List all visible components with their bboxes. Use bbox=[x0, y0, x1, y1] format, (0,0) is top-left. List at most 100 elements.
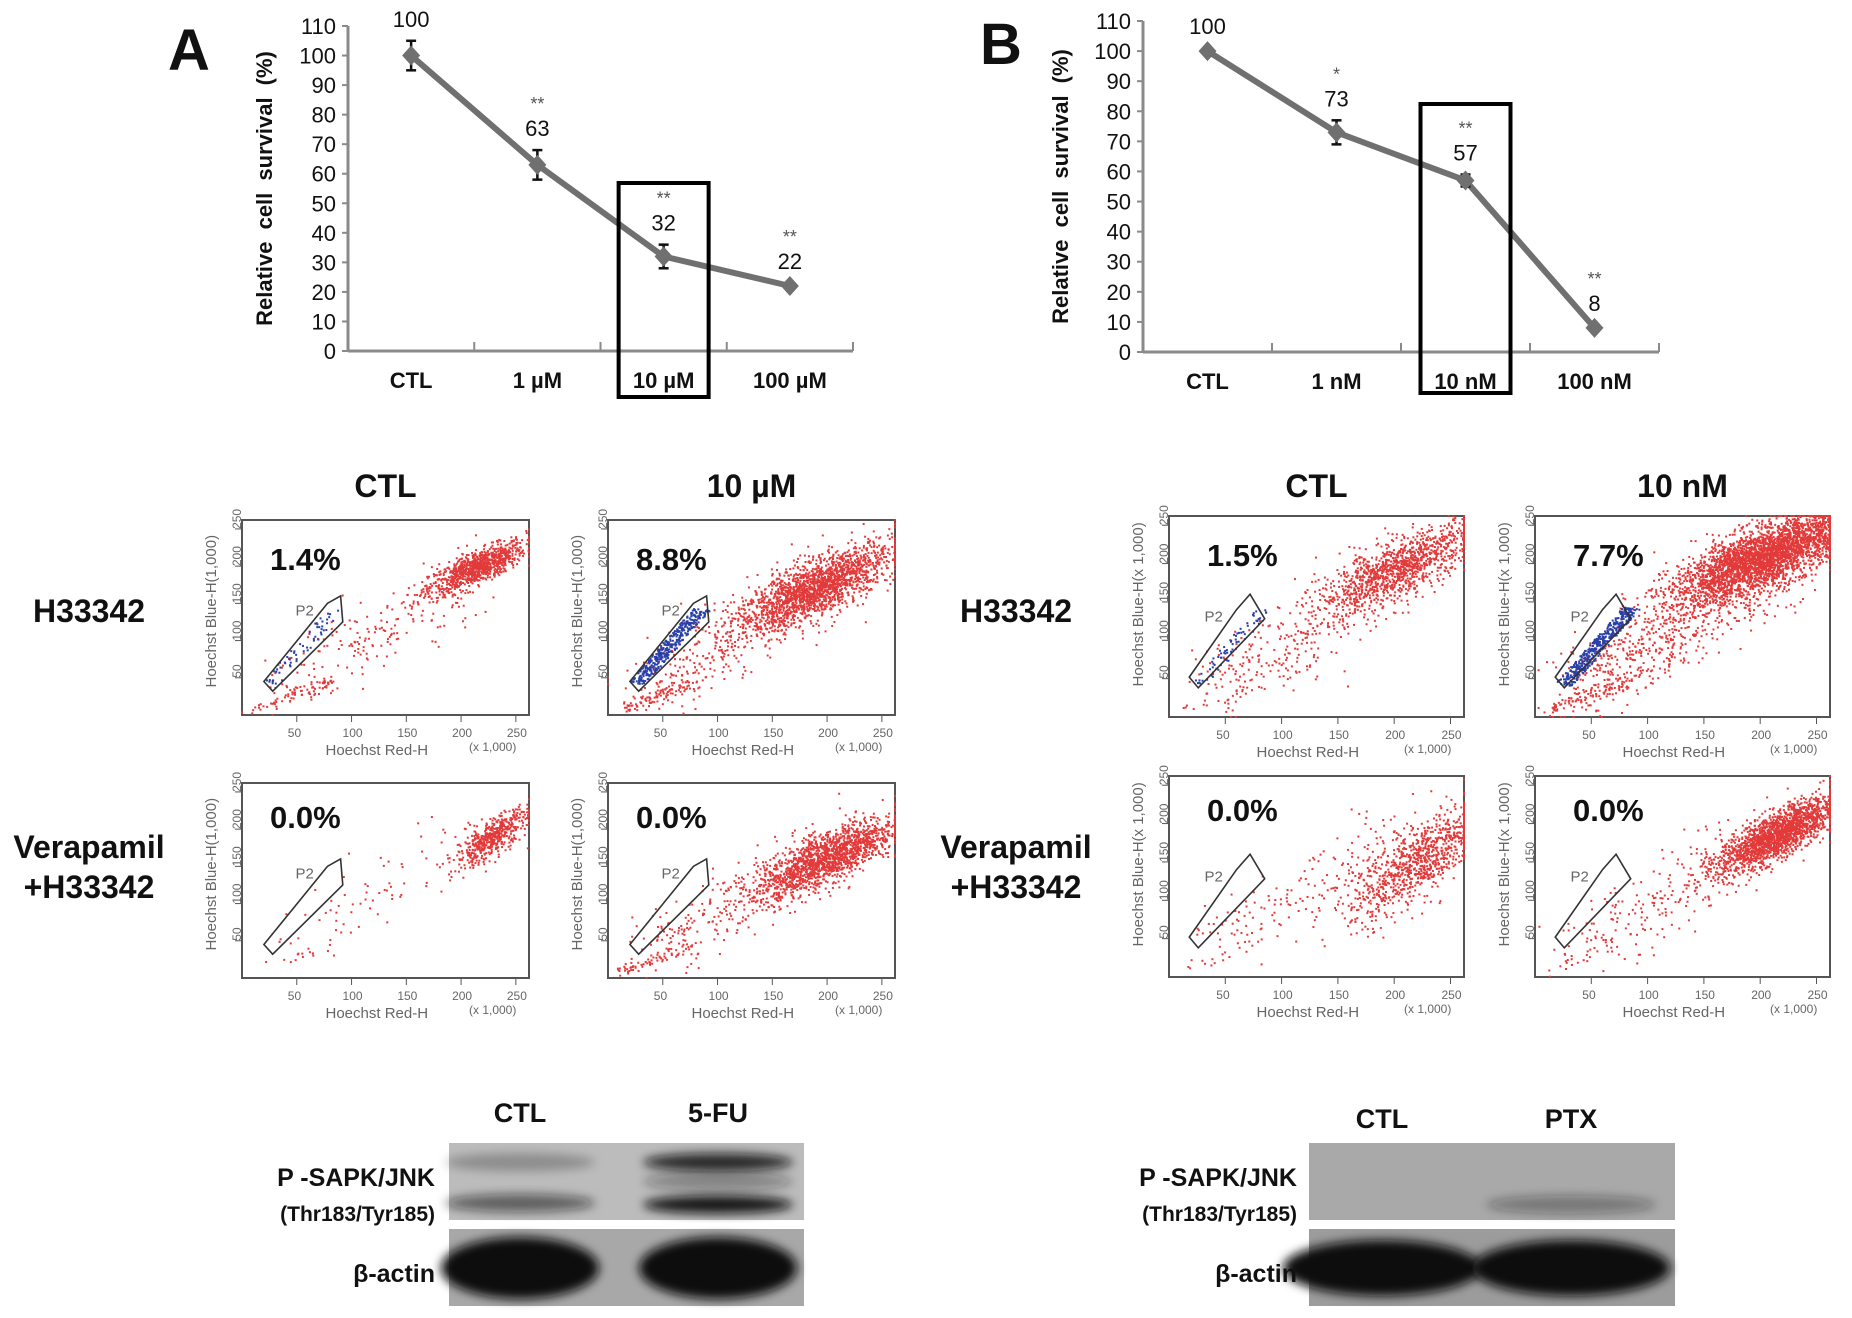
event-dot bbox=[490, 850, 493, 853]
event-dot bbox=[886, 589, 889, 592]
event-dot bbox=[518, 803, 521, 806]
event-dot bbox=[777, 597, 780, 600]
event-dot bbox=[476, 574, 479, 577]
event-dot bbox=[670, 688, 673, 691]
event-dot bbox=[805, 846, 808, 849]
gated-event-dot bbox=[644, 671, 647, 674]
event-dot bbox=[479, 849, 482, 852]
event-dot bbox=[891, 824, 894, 827]
event-dot bbox=[758, 621, 761, 624]
event-dot bbox=[778, 581, 781, 584]
event-dot bbox=[289, 689, 292, 692]
event-dot bbox=[484, 559, 487, 562]
event-dot bbox=[874, 581, 877, 584]
event-dot bbox=[472, 559, 475, 562]
event-dot bbox=[883, 544, 886, 547]
event-dot bbox=[352, 654, 355, 657]
event-dot bbox=[709, 667, 712, 670]
event-dot bbox=[780, 583, 783, 586]
event-dot bbox=[694, 708, 697, 711]
event-dot bbox=[492, 560, 495, 563]
event-dot bbox=[734, 617, 737, 620]
event-dot bbox=[655, 695, 658, 698]
event-dot bbox=[520, 827, 523, 830]
event-dot bbox=[467, 854, 470, 857]
event-dot bbox=[850, 539, 853, 542]
event-dot bbox=[410, 607, 413, 610]
gated-event-dot bbox=[697, 615, 700, 618]
event-dot bbox=[894, 544, 896, 547]
event-dot bbox=[494, 555, 497, 558]
event-dot bbox=[754, 625, 757, 628]
event-dot bbox=[429, 586, 432, 589]
event-dot bbox=[481, 565, 484, 568]
event-dot bbox=[271, 714, 274, 716]
event-dot bbox=[492, 827, 495, 830]
event-dot bbox=[783, 600, 786, 603]
event-dot bbox=[831, 598, 834, 601]
event-dot bbox=[862, 555, 865, 558]
event-dot bbox=[473, 566, 476, 569]
event-dot bbox=[515, 827, 518, 830]
event-dot bbox=[462, 856, 465, 859]
event-dot bbox=[468, 573, 471, 576]
event-dot bbox=[273, 701, 276, 704]
event-dot bbox=[833, 561, 836, 564]
event-dot bbox=[506, 827, 509, 830]
event-dot bbox=[465, 554, 468, 557]
event-dot bbox=[494, 835, 497, 838]
event-dot bbox=[851, 564, 854, 567]
event-dot bbox=[766, 595, 769, 598]
gated-event-dot bbox=[302, 650, 305, 653]
event-dot bbox=[761, 616, 764, 619]
event-dot bbox=[477, 563, 480, 566]
event-dot bbox=[894, 561, 896, 564]
event-dot bbox=[474, 862, 477, 865]
event-dot bbox=[494, 818, 497, 821]
event-dot bbox=[770, 884, 773, 887]
gated-event-dot bbox=[659, 665, 662, 668]
event-dot bbox=[841, 567, 844, 570]
gated-event-dot bbox=[642, 671, 645, 674]
event-dot bbox=[797, 858, 800, 861]
event-dot bbox=[789, 593, 792, 596]
event-dot bbox=[327, 683, 330, 686]
event-dot bbox=[819, 558, 822, 561]
event-dot bbox=[516, 547, 519, 550]
event-dot bbox=[436, 626, 439, 629]
event-dot bbox=[792, 610, 795, 613]
event-dot bbox=[280, 666, 283, 669]
event-dot bbox=[502, 843, 505, 846]
event-dot bbox=[818, 602, 821, 605]
event-dot bbox=[454, 601, 457, 604]
event-dot bbox=[822, 878, 825, 881]
event-dot bbox=[365, 891, 368, 894]
event-dot bbox=[380, 626, 383, 629]
event-dot bbox=[685, 657, 688, 660]
gated-event-dot bbox=[675, 647, 678, 650]
event-dot bbox=[770, 618, 773, 621]
event-dot bbox=[752, 881, 755, 884]
gated-event-dot bbox=[655, 667, 658, 670]
event-dot bbox=[876, 581, 879, 584]
event-dot bbox=[461, 581, 464, 584]
event-dot bbox=[791, 579, 794, 582]
gated-event-dot bbox=[639, 675, 642, 678]
event-dot bbox=[436, 596, 439, 599]
event-dot bbox=[259, 708, 262, 711]
gated-event-dot bbox=[657, 652, 660, 655]
gated-event-dot bbox=[652, 673, 655, 676]
event-dot bbox=[501, 557, 504, 560]
event-dot bbox=[461, 852, 464, 855]
event-dot bbox=[873, 566, 876, 569]
event-dot bbox=[870, 578, 873, 581]
event-dot bbox=[881, 558, 884, 561]
event-dot bbox=[825, 600, 828, 603]
event-dot bbox=[839, 569, 842, 572]
event-dot bbox=[818, 590, 821, 593]
event-dot bbox=[780, 620, 783, 623]
event-dot bbox=[350, 911, 353, 914]
event-dot bbox=[801, 565, 804, 568]
event-dot bbox=[768, 639, 771, 642]
event-dot bbox=[844, 555, 847, 558]
